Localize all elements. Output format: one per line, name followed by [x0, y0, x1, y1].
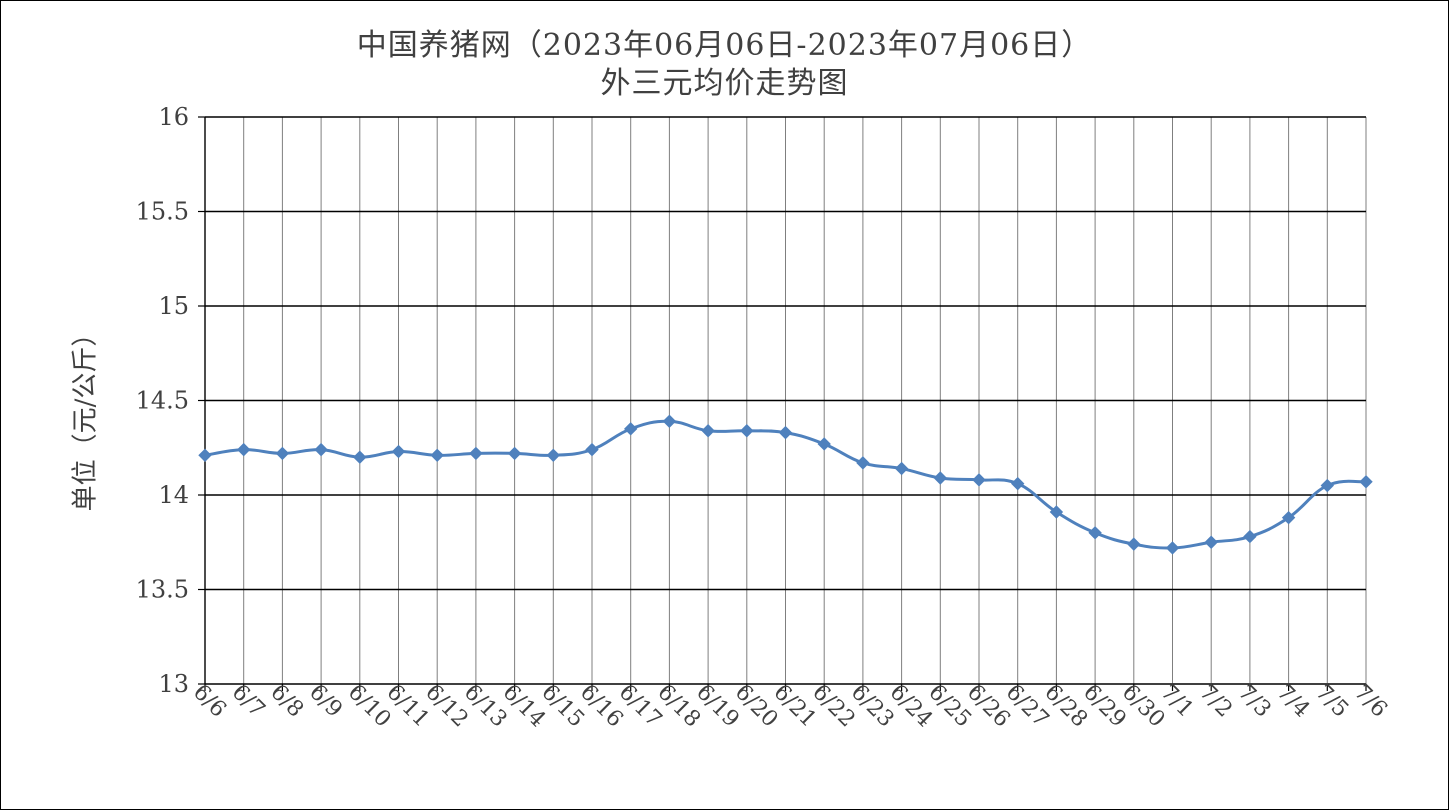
x-tick-label: 6/13: [459, 680, 512, 733]
data-point: [740, 424, 754, 438]
data-point: [778, 425, 793, 440]
data-point: [353, 450, 367, 464]
x-tick-label: 7/4: [1272, 680, 1315, 723]
x-tick-label: 6/28: [1039, 680, 1092, 733]
x-tick-label: 7/2: [1194, 680, 1237, 723]
x-tick-label: 6/14: [498, 680, 551, 733]
data-point: [894, 461, 909, 476]
data-point: [430, 448, 444, 463]
axes: [198, 116, 1367, 691]
data-point: [391, 444, 406, 459]
x-tick-label: 6/7: [227, 680, 270, 723]
y-tick-labels: 13 13.5 14 14.5 15 15.5 16: [136, 103, 189, 698]
data-point: [856, 456, 870, 470]
x-tick-label: 6/29: [1078, 680, 1131, 733]
data-point: [1204, 535, 1218, 549]
data-point: [817, 437, 831, 451]
x-tick-label: 6/6: [188, 680, 231, 723]
x-tick-label: 6/15: [536, 680, 589, 733]
x-tick-label: 6/10: [343, 680, 396, 733]
data-point: [662, 414, 677, 428]
chart-title: 中国养猪网（2023年06月06日-2023年07月06日）: [356, 28, 1093, 63]
data-point: [275, 446, 290, 461]
x-tick-label: 7/5: [1310, 680, 1353, 723]
data-point: [1281, 510, 1296, 525]
data-point: [1127, 537, 1141, 551]
x-tick-label: 6/11: [382, 680, 435, 733]
data-point: [585, 442, 599, 457]
x-tick-label: 6/9: [304, 680, 347, 723]
x-tick-label: 6/27: [1001, 680, 1054, 733]
data-point: [1359, 475, 1373, 489]
y-tick-label: 14.5: [136, 387, 189, 415]
data-point: [933, 471, 948, 485]
data-point: [1165, 541, 1180, 555]
x-tick-label: 6/23: [846, 680, 899, 733]
x-tick-label: 6/20: [730, 680, 783, 733]
y-tick-label: 16: [158, 103, 189, 131]
x-tick-label: 6/8: [265, 680, 308, 723]
chart-subtitle: 外三元均价走势图: [600, 66, 849, 101]
data-point: [507, 446, 522, 461]
data-point: [1010, 476, 1025, 491]
x-tick-label: 6/25: [923, 680, 976, 733]
x-tick-label: 6/18: [652, 680, 705, 733]
data-point: [1320, 478, 1335, 493]
x-tick-label: 6/24: [885, 680, 938, 733]
y-tick-label: 13: [158, 670, 189, 698]
x-tick-label: 6/16: [575, 680, 628, 733]
data-point: [314, 442, 328, 457]
y-tick-label: 15: [158, 292, 189, 320]
x-tick-label: 6/30: [1117, 680, 1170, 733]
x-tick-label: 6/19: [691, 680, 744, 733]
y-tick-label: 15.5: [136, 198, 189, 226]
horizontal-gridlines: [205, 116, 1366, 591]
y-tick-label: 14: [158, 481, 189, 509]
y-tick-label: 13.5: [136, 576, 189, 604]
x-tick-labels: 6/66/76/86/96/106/116/126/136/146/156/16…: [188, 680, 1392, 733]
data-point: [701, 424, 715, 438]
series: [198, 414, 1373, 555]
x-tick-label: 6/22: [807, 680, 860, 733]
x-tick-label: 7/6: [1349, 680, 1392, 723]
data-point: [1243, 529, 1257, 544]
data-point: [236, 442, 251, 457]
data-point: [623, 422, 638, 436]
data-point: [469, 446, 483, 461]
x-tick-label: 6/17: [614, 680, 667, 733]
x-tick-label: 6/21: [769, 680, 822, 733]
data-point: [198, 448, 212, 463]
data-point: [972, 473, 986, 487]
x-tick-label: 6/12: [420, 680, 473, 733]
x-tick-label: 7/3: [1233, 680, 1276, 723]
data-point: [1088, 526, 1102, 540]
data-point: [1049, 505, 1064, 519]
data-point: [546, 448, 561, 463]
x-tick-label: 6/26: [962, 680, 1015, 733]
